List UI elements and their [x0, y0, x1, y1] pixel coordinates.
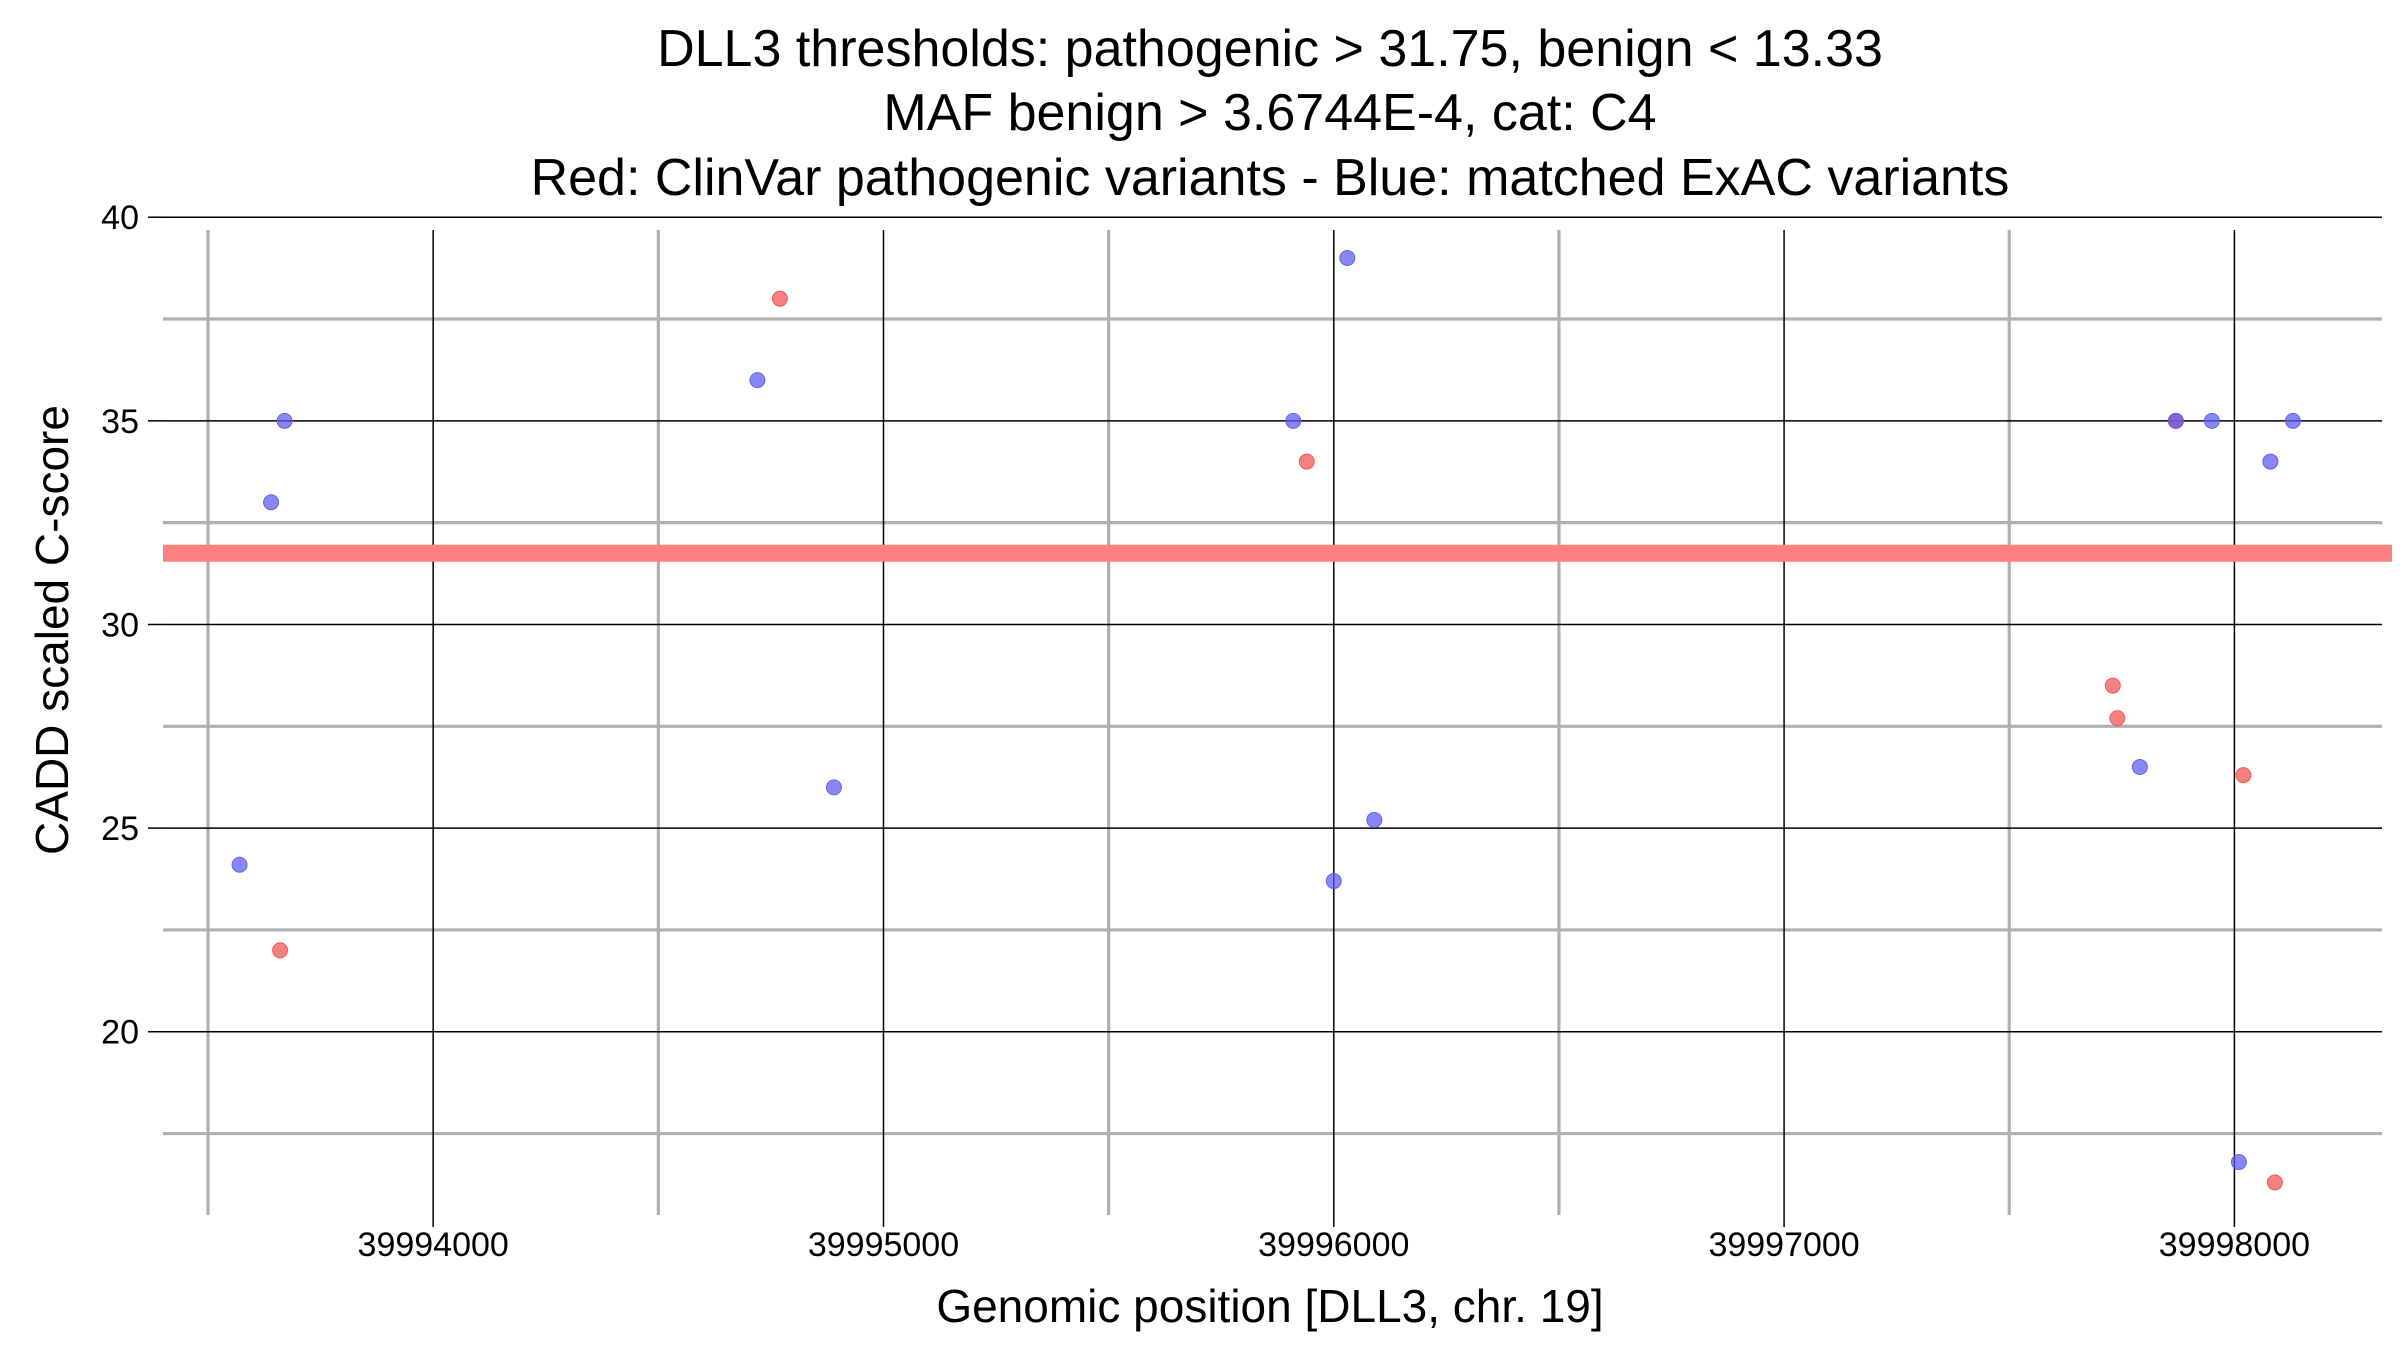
x-tick-label: 39995000 — [808, 1226, 959, 1264]
exac-variant-point — [2203, 412, 2220, 429]
chart-title: DLL3 thresholds: pathogenic > 31.75, ben… — [531, 20, 2010, 207]
clinvar-pathogenic-point — [1298, 453, 1315, 470]
clinvar-pathogenic-point — [771, 290, 788, 307]
clinvar-pathogenic-point — [2109, 710, 2126, 727]
exac-variant-point — [1285, 412, 1302, 429]
exac-variant-point — [1325, 873, 1342, 890]
y-tick-label: 20 — [101, 1014, 139, 1052]
exac-variant-point — [825, 779, 842, 796]
y-tick-label: 35 — [101, 403, 139, 441]
exac-variant-point — [2167, 412, 2184, 429]
exac-variant-point — [263, 494, 280, 511]
x-tick-label: 39994000 — [358, 1226, 509, 1264]
y-tick-label: 25 — [101, 810, 139, 848]
exac-variant-point — [2230, 1154, 2247, 1171]
exac-variant-point — [2131, 759, 2148, 776]
clinvar-pathogenic-point — [2235, 767, 2252, 784]
exac-variant-point — [2284, 412, 2301, 429]
x-tick-label: 39998000 — [2159, 1226, 2310, 1264]
data-points — [231, 249, 2301, 1191]
major-gridlines — [163, 216, 2382, 1215]
y-axis-title: CADD scaled C-score — [26, 405, 78, 855]
minor-gridlines — [163, 230, 2382, 1215]
chart-title-line-3: Red: ClinVar pathogenic variants - Blue:… — [531, 149, 2010, 207]
clinvar-pathogenic-point — [2104, 677, 2121, 694]
clinvar-pathogenic-point — [2266, 1174, 2283, 1191]
exac-variant-point — [276, 412, 293, 429]
axis-ticks: 39994000 39995000 39996000 39997000 39998000… — [101, 199, 2310, 1264]
exac-variant-point — [749, 372, 766, 389]
exac-variant-point — [2262, 453, 2279, 470]
x-tick-label: 39997000 — [1708, 1226, 1859, 1264]
exac-variant-point — [231, 856, 248, 873]
y-tick-label: 40 — [101, 199, 139, 237]
x-axis-title: Genomic position [DLL3, chr. 19] — [936, 1280, 1603, 1332]
clinvar-pathogenic-point — [272, 942, 289, 959]
chart-title-line-2: MAF benign > 3.6744E-4, cat: C4 — [883, 84, 1656, 142]
x-tick-label: 39996000 — [1258, 1226, 1409, 1264]
exac-variant-point — [1339, 249, 1356, 266]
chart-title-line-1: DLL3 thresholds: pathogenic > 31.75, ben… — [657, 20, 1883, 78]
exac-variant-point — [1366, 811, 1383, 828]
y-tick-label: 30 — [101, 606, 139, 644]
